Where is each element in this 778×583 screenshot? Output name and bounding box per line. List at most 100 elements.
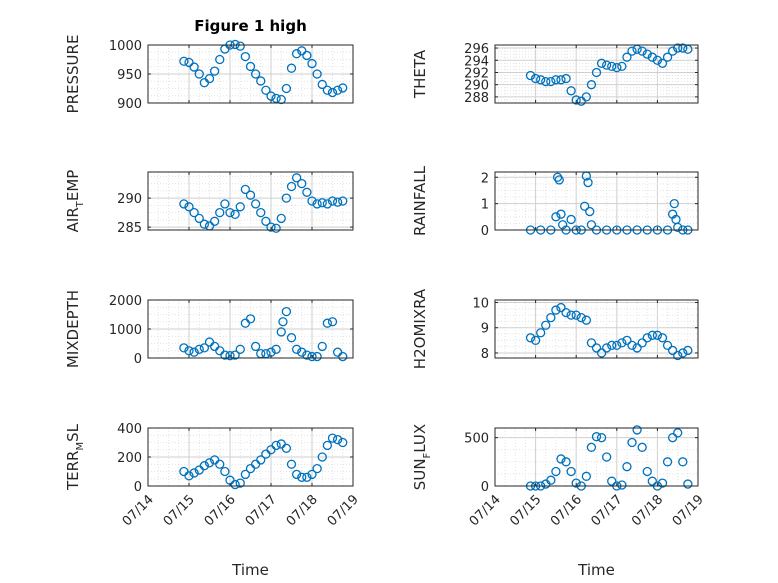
chart-pressure: 900 950 1000 PRESSURE Figure 1 high <box>64 17 354 114</box>
y-label-main: MIXDEPTH <box>64 290 82 368</box>
y-label-main: RAINFALL <box>411 165 429 236</box>
data-point <box>554 175 564 185</box>
data-point <box>546 313 556 323</box>
data-point <box>250 341 261 352</box>
data-point <box>596 348 607 358</box>
axes-box <box>494 44 699 104</box>
data-point <box>332 434 343 445</box>
data-point <box>637 46 647 56</box>
data-point <box>607 340 617 351</box>
data-point <box>566 466 576 477</box>
data-point <box>327 433 338 443</box>
data-point <box>612 340 622 351</box>
data-point <box>576 313 586 323</box>
data-point <box>317 341 327 352</box>
data-point <box>536 75 546 85</box>
data-point <box>291 344 302 354</box>
data-point <box>281 443 292 453</box>
x-axis-label: Time <box>231 561 269 579</box>
data-point <box>240 51 251 62</box>
series-markers <box>179 173 348 233</box>
data-point <box>215 459 225 469</box>
y-tick-label: 2 <box>481 171 489 186</box>
y-tick-label: 285 <box>117 221 142 236</box>
data-point <box>307 58 317 69</box>
y-label-main: H2OMIXRA <box>411 288 429 369</box>
y-tick-label: 294 <box>464 54 489 69</box>
x-axis-label: Time <box>577 561 615 579</box>
data-point <box>276 327 286 337</box>
data-point <box>189 468 199 478</box>
x-tick-label: 07/19 <box>670 492 707 529</box>
y-tick-label: 2000 <box>109 294 142 309</box>
data-point <box>194 344 204 354</box>
data-point <box>189 347 199 357</box>
plot-area <box>495 428 698 486</box>
chart-mixdepth: 0 1000 2000 MIXDEPTH <box>64 290 354 368</box>
y-axis-label: MIXDEPTH <box>64 290 82 368</box>
y-tick-label: 8 <box>481 347 489 362</box>
data-point <box>561 73 571 84</box>
data-point <box>551 305 561 315</box>
y-label-subscript: F <box>422 452 433 458</box>
data-point <box>240 184 251 195</box>
data-point <box>276 94 286 105</box>
data-point <box>541 76 551 87</box>
y-axis-label: H2OMIXRA <box>411 288 429 369</box>
y-tick-label: 0 <box>481 480 489 495</box>
series-markers <box>179 306 348 362</box>
data-point <box>571 95 581 105</box>
data-point <box>256 207 266 218</box>
data-point <box>561 307 571 318</box>
data-point <box>199 343 210 353</box>
data-point <box>662 457 673 467</box>
data-point <box>546 76 556 87</box>
y-axis-label: SUNFLUX <box>411 424 433 490</box>
data-point <box>642 49 652 59</box>
y-axis-label: PRESSURE <box>64 35 82 114</box>
data-point <box>312 351 322 362</box>
data-point <box>571 478 581 488</box>
data-point <box>307 469 317 480</box>
data-point <box>322 318 333 328</box>
data-point <box>302 472 312 482</box>
chart-sun_flux: 07/14 07/15 07/16 07/17 07/18 07/19 0 500 SUNFLU… <box>411 424 707 579</box>
data-point <box>297 178 307 189</box>
data-point <box>596 58 607 68</box>
data-point <box>230 39 240 50</box>
data-point <box>637 338 647 348</box>
data-point <box>278 317 288 327</box>
grid <box>494 300 699 358</box>
data-point <box>647 52 657 62</box>
data-point <box>338 196 348 206</box>
data-point <box>215 54 225 65</box>
data-point <box>179 199 189 209</box>
data-point <box>286 333 297 343</box>
data-point <box>602 60 612 70</box>
axes-box <box>494 427 699 487</box>
data-point <box>286 63 297 73</box>
data-point <box>235 202 245 212</box>
y-label-subscript: M <box>75 442 86 451</box>
data-point <box>317 79 327 90</box>
data-point <box>199 461 210 471</box>
data-point <box>662 52 673 62</box>
data-point <box>683 345 693 356</box>
data-point <box>312 199 322 209</box>
data-point <box>199 219 210 229</box>
y-label-main: AIR <box>64 207 82 232</box>
data-point <box>235 41 245 51</box>
data-point <box>271 93 281 104</box>
data-point <box>245 190 256 200</box>
data-point <box>338 351 348 362</box>
data-point <box>327 196 338 206</box>
y-tick-label: 200 <box>117 451 142 466</box>
data-point <box>245 61 256 72</box>
x-tick-label: 07/19 <box>325 492 362 529</box>
data-point <box>291 469 302 480</box>
data-point <box>546 475 556 485</box>
grid <box>494 44 699 104</box>
data-point <box>673 350 683 361</box>
data-point <box>673 222 683 233</box>
